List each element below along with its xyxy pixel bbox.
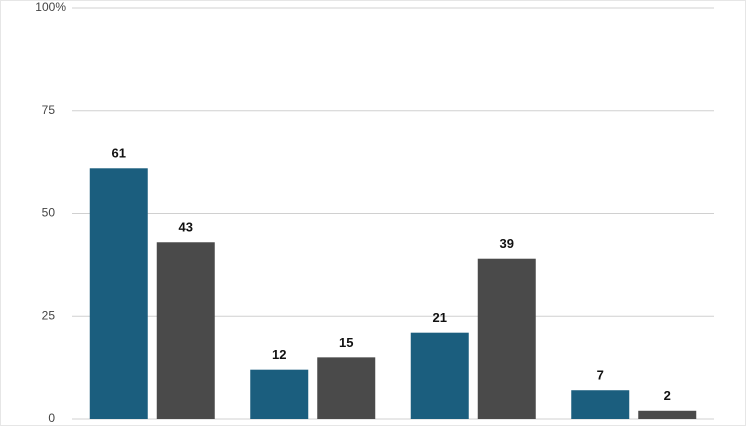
y-tick-label: 0 bbox=[48, 411, 55, 425]
bar bbox=[156, 242, 215, 419]
bar bbox=[89, 168, 148, 419]
bar bbox=[571, 390, 630, 419]
y-tick-label: 75 bbox=[42, 103, 56, 117]
bar bbox=[250, 369, 309, 419]
y-tick-label: 50 bbox=[42, 206, 56, 220]
value-label: 2 bbox=[664, 388, 671, 403]
y-tick-label: 100% bbox=[35, 0, 66, 14]
value-label: 39 bbox=[500, 236, 514, 251]
bar bbox=[477, 258, 536, 419]
value-label: 7 bbox=[597, 368, 604, 383]
value-label: 12 bbox=[272, 347, 286, 362]
bar bbox=[410, 332, 469, 419]
y-tick-label: 25 bbox=[42, 308, 56, 322]
value-label: 15 bbox=[339, 335, 353, 350]
value-label: 61 bbox=[112, 146, 126, 161]
bar bbox=[638, 410, 697, 419]
bar bbox=[317, 357, 376, 419]
value-label: 21 bbox=[433, 310, 447, 325]
value-label: 43 bbox=[179, 220, 193, 235]
